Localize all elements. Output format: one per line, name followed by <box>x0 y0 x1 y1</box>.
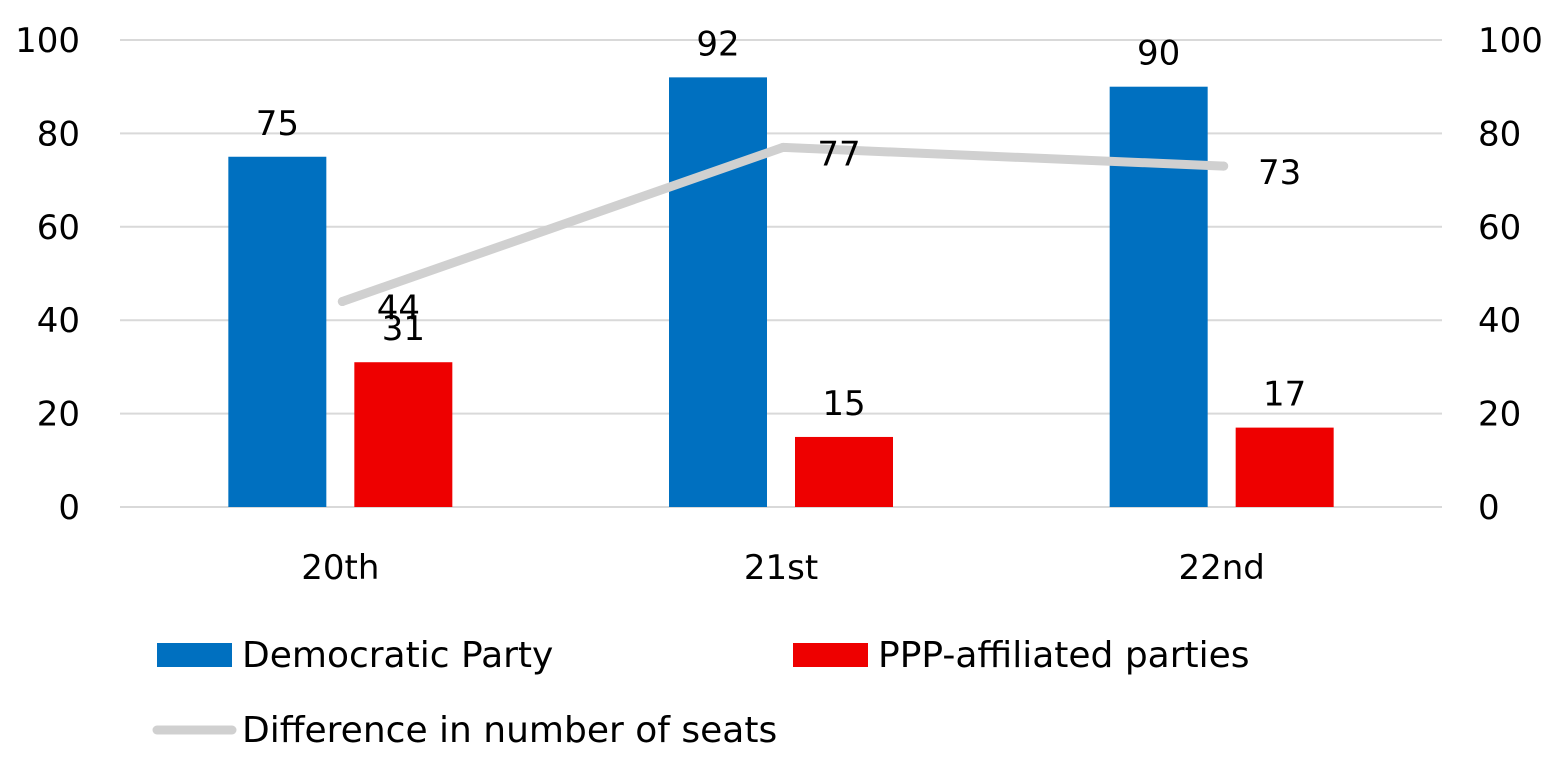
x-tick-label: 22nd <box>1178 548 1264 588</box>
x-tick-label: 21st <box>744 548 818 588</box>
bar-data-label: 75 <box>256 104 299 144</box>
difference-line-layer <box>337 142 1229 307</box>
line-point <box>1219 161 1229 171</box>
y2-tick-label: 60 <box>1478 208 1521 248</box>
bar <box>1109 86 1208 507</box>
bars <box>228 77 1334 508</box>
line-data-label: 44 <box>377 289 420 329</box>
y-tick-label: 80 <box>37 114 80 154</box>
gridlines <box>120 39 1442 508</box>
legend: Democratic Party PPP-affiliated parties Di… <box>152 635 1250 751</box>
bar <box>228 156 327 507</box>
y2-tick-label: 80 <box>1478 114 1521 154</box>
y2-tick-label: 0 <box>1478 488 1500 528</box>
y-tick-label: 100 <box>15 21 80 61</box>
bar-data-label: 17 <box>1263 375 1306 415</box>
legend-swatch <box>793 643 868 667</box>
y2-tick-label: 20 <box>1478 395 1521 435</box>
y-tick-label: 0 <box>58 488 80 528</box>
legend-swatch <box>157 643 232 667</box>
legend-label: PPP-affiliated parties <box>878 635 1250 676</box>
bar <box>669 77 767 508</box>
line-data-label: 73 <box>1258 153 1301 193</box>
data-labels: 75 92 90 31 15 17 44 77 73 <box>256 24 1307 424</box>
legend-label: Difference in number of seats <box>242 710 777 751</box>
y-tick-label: 40 <box>37 301 80 341</box>
bar-data-label: 31 <box>382 309 425 349</box>
bar <box>795 436 893 507</box>
bar-data-label: 90 <box>1137 34 1180 74</box>
difference-line <box>337 142 1229 307</box>
y-tick-label: 60 <box>37 208 80 248</box>
y2-tick-label: 40 <box>1478 301 1521 341</box>
line-point <box>778 142 788 152</box>
y2-tick-label: 100 <box>1478 21 1543 61</box>
legend-label: Democratic Party <box>242 635 553 676</box>
x-tick-label: 20th <box>301 548 379 588</box>
bar <box>1235 427 1334 507</box>
bar <box>354 362 453 507</box>
bar-data-label: 92 <box>696 24 739 64</box>
y-tick-label: 20 <box>37 395 80 435</box>
axes: 0 0 20 20 40 40 60 60 80 80 100 100 20th 21st 22nd <box>15 21 1543 588</box>
bar-data-label: 15 <box>822 384 865 424</box>
line-point <box>337 297 347 307</box>
line-data-label: 77 <box>817 134 860 174</box>
